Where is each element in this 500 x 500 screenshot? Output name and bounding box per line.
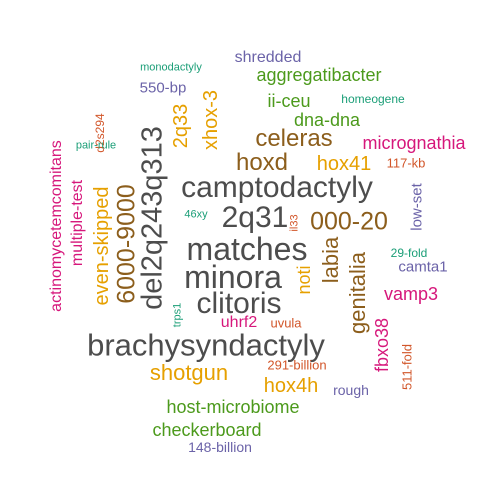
word-6000-9000: 6000-9000 — [112, 184, 141, 304]
word-291-billion: 291-billion — [267, 357, 327, 373]
word-shotgun: shotgun — [149, 360, 229, 385]
word-clitoris: clitoris — [196, 287, 282, 320]
word-trps1: trps1 — [171, 302, 184, 328]
word-minora: minora — [184, 259, 282, 295]
word-pair-rule: pair-rule — [75, 139, 117, 152]
word-46xy: 46xy — [184, 208, 208, 221]
word-117-kb: 117-kb — [386, 155, 426, 171]
word-148-billion: 148-billion — [188, 439, 252, 455]
word-low-set: low-set — [408, 183, 426, 231]
word-shredded: shredded — [234, 49, 302, 66]
word-host-microbiome: host-microbiome — [166, 397, 300, 417]
word-hox4h: hox4h — [263, 375, 319, 397]
word-multiple-test: multiple-test — [69, 179, 86, 267]
word-511-fold: 511-fold — [399, 343, 415, 391]
word-uvula: uvula — [270, 315, 302, 331]
word-micrognathia: micrognathia — [362, 133, 466, 153]
word-matches: matches — [186, 231, 308, 267]
word-del2q243q313: del2q243q313 — [136, 126, 169, 310]
word-hox41: hox41 — [316, 153, 372, 175]
word-aggregatibacter: aggregatibacter — [256, 65, 382, 85]
word-even-skipped: even-skipped — [91, 186, 113, 306]
word-dna-dna: dna-dna — [293, 110, 361, 130]
word-actinomycetemcomitans: actinomycetemcomitans — [48, 140, 65, 312]
word-fbxo38: fbxo38 — [372, 317, 392, 373]
word-il33: il33 — [288, 214, 301, 232]
word-vamp3: vamp3 — [383, 284, 439, 304]
word-celeras: celeras — [255, 125, 333, 152]
word-rough: rough — [333, 382, 369, 398]
word-camta1: camta1 — [398, 258, 448, 276]
word-genitalia: genitalia — [345, 252, 370, 334]
word-noti: noti — [294, 265, 314, 295]
word-hoxd: hoxd — [235, 149, 289, 176]
word-29-fold: 29-fold — [390, 246, 428, 260]
word-brachysyndactyly: brachysyndactyly — [87, 327, 325, 363]
word-2q33: 2q33 — [170, 103, 192, 149]
word-labia: labia — [318, 236, 343, 284]
word-monodactyly: monodactyly — [140, 61, 202, 74]
word-checkerboard: checkerboard — [152, 420, 262, 440]
word-2q31: 2q31 — [221, 201, 289, 234]
word-ii-ceu: ii-ceu — [267, 91, 311, 111]
word-uhrf2: uhrf2 — [220, 314, 258, 331]
word-xhox-3: xhox-3 — [200, 89, 222, 151]
word-homeogene: homeogene — [341, 92, 405, 106]
word-550-bp: 550-bp — [139, 79, 187, 97]
word-000-20: 000-20 — [310, 207, 388, 236]
word-camptodactyly: camptodactyly — [181, 171, 373, 204]
